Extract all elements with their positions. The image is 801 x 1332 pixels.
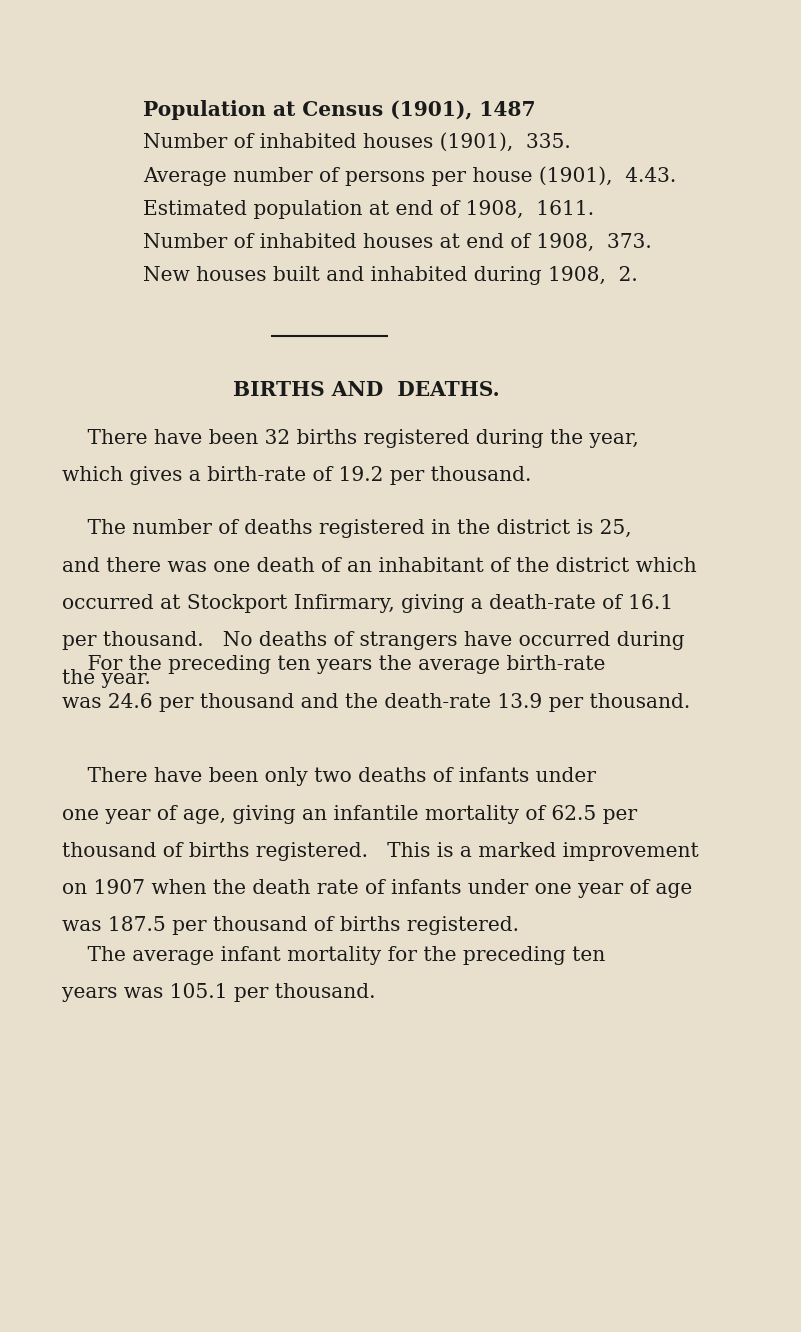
Text: For the preceding ten years the average birth-rate: For the preceding ten years the average … xyxy=(62,655,606,674)
Text: Number of inhabited houses (1901),  335.: Number of inhabited houses (1901), 335. xyxy=(143,133,570,152)
Text: There have been only two deaths of infants under: There have been only two deaths of infan… xyxy=(62,767,596,786)
Text: The number of deaths registered in the district is 25,: The number of deaths registered in the d… xyxy=(62,519,632,538)
Text: years was 105.1 per thousand.: years was 105.1 per thousand. xyxy=(62,983,376,1002)
Text: on 1907 when the death rate of infants under one year of age: on 1907 when the death rate of infants u… xyxy=(62,879,693,898)
Text: and there was one death of an inhabitant of the district which: and there was one death of an inhabitant… xyxy=(62,557,697,575)
Text: Number of inhabited houses at end of 1908,  373.: Number of inhabited houses at end of 190… xyxy=(143,233,651,252)
Text: The average infant mortality for the preceding ten: The average infant mortality for the pre… xyxy=(62,946,606,964)
Text: There have been 32 births registered during the year,: There have been 32 births registered dur… xyxy=(62,429,639,448)
Text: Population at Census (1901), 1487: Population at Census (1901), 1487 xyxy=(143,100,535,120)
Text: one year of age, giving an infantile mortality of 62.5 per: one year of age, giving an infantile mor… xyxy=(62,805,638,823)
Text: per thousand.   No deaths of strangers have occurred during: per thousand. No deaths of strangers hav… xyxy=(62,631,685,650)
Text: was 24.6 per thousand and the death-rate 13.9 per thousand.: was 24.6 per thousand and the death-rate… xyxy=(62,693,690,711)
Text: occurred at Stockport Infirmary, giving a death-rate of 16.1: occurred at Stockport Infirmary, giving … xyxy=(62,594,674,613)
Text: thousand of births registered.   This is a marked improvement: thousand of births registered. This is a… xyxy=(62,842,699,860)
Text: BIRTHS AND  DEATHS.: BIRTHS AND DEATHS. xyxy=(233,380,500,400)
Text: the year.: the year. xyxy=(62,669,151,687)
Text: Average number of persons per house (1901),  4.43.: Average number of persons per house (190… xyxy=(143,166,676,186)
Text: which gives a birth-rate of 19.2 per thousand.: which gives a birth-rate of 19.2 per tho… xyxy=(62,466,532,485)
Text: Estimated population at end of 1908,  1611.: Estimated population at end of 1908, 161… xyxy=(143,200,594,218)
Text: New houses built and inhabited during 1908,  2.: New houses built and inhabited during 19… xyxy=(143,266,638,285)
Text: was 187.5 per thousand of births registered.: was 187.5 per thousand of births registe… xyxy=(62,916,519,935)
